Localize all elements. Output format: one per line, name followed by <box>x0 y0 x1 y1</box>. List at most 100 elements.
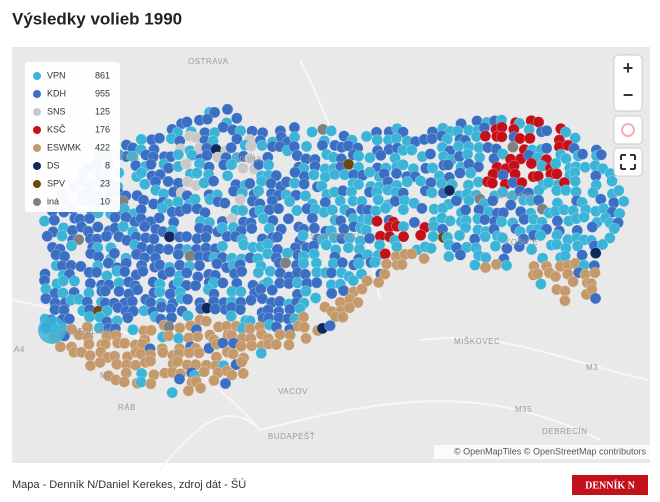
municipality-dot <box>299 190 312 202</box>
municipality-dot <box>219 377 232 390</box>
municipality-dot <box>372 276 385 289</box>
map-label: OSTRAVA <box>188 57 229 66</box>
rotate-button[interactable] <box>613 115 643 145</box>
municipality-dot <box>284 329 297 341</box>
municipality-dot <box>352 296 364 309</box>
municipality-dot <box>347 274 360 287</box>
municipality-dot <box>166 386 178 399</box>
municipality-dot <box>99 285 112 297</box>
municipality-dot <box>297 229 309 242</box>
municipality-dot <box>41 230 54 242</box>
municipality-dot <box>490 258 503 271</box>
municipality-dot <box>162 329 175 342</box>
map-label: DEBRECÍN <box>542 427 587 436</box>
municipality-dot <box>172 248 185 261</box>
legend-count: 955 <box>95 88 110 98</box>
legend-box <box>25 62 120 212</box>
map-label: PREŠOV <box>500 192 537 201</box>
zoom-in[interactable]: + <box>623 58 634 78</box>
municipality-dot <box>219 197 231 209</box>
municipality-dot <box>221 169 234 182</box>
legend-name: SPV <box>47 178 65 188</box>
municipality-dot <box>308 169 320 181</box>
municipality-dot <box>118 376 130 388</box>
municipality-dot <box>211 257 223 270</box>
fullscreen-icon <box>620 154 636 170</box>
municipality-dot <box>406 248 418 260</box>
municipality-dot <box>603 232 616 244</box>
legend-name: ESWMK <box>47 142 81 152</box>
municipality-dot <box>464 167 477 179</box>
municipality-dot <box>408 216 421 229</box>
municipality-dot <box>173 322 186 334</box>
municipality-dot <box>390 132 403 145</box>
municipality-dot <box>525 157 538 170</box>
map-label: M1 <box>100 371 112 380</box>
municipality-dot <box>479 231 492 243</box>
municipality-dot <box>371 215 383 227</box>
municipality-dot <box>39 292 52 305</box>
municipality-dot <box>524 132 536 145</box>
municipality-dot <box>75 260 87 273</box>
municipality-dot <box>231 112 243 124</box>
zoom-out[interactable]: − <box>623 85 634 105</box>
municipality-dot <box>245 140 257 152</box>
municipality-dot <box>173 373 186 385</box>
municipality-dot <box>586 221 599 233</box>
municipality-dot <box>135 167 148 179</box>
municipality-dot <box>496 231 509 244</box>
legend-swatch <box>33 162 41 170</box>
rotate-icon <box>621 123 635 137</box>
municipality-dot <box>181 116 193 128</box>
municipality-dot <box>356 283 368 295</box>
legend-count: 10 <box>100 196 110 206</box>
municipality-dot <box>153 259 166 271</box>
legend-name: VPN <box>47 70 66 80</box>
legend-name: DS <box>47 160 60 170</box>
municipality-dot <box>194 382 207 394</box>
municipality-dot <box>378 268 391 280</box>
municipality-dot <box>461 148 474 160</box>
municipality-dot <box>559 126 572 138</box>
municipality-dot <box>256 292 269 305</box>
municipality-dot <box>274 328 286 341</box>
municipality-dot <box>164 265 176 278</box>
municipality-dot <box>56 230 68 242</box>
legend-count: 23 <box>100 178 110 188</box>
municipality-dot <box>92 221 104 233</box>
municipality-dot <box>589 292 602 305</box>
municipality-dot <box>148 233 160 245</box>
map-label: VACOV <box>278 387 308 396</box>
municipality-dot <box>221 103 234 116</box>
map-label: A4 <box>14 345 25 354</box>
municipality-dot <box>48 214 61 226</box>
municipality-dot <box>245 294 257 307</box>
municipality-dot <box>245 339 258 352</box>
municipality-dot <box>325 287 338 300</box>
municipality-dot <box>369 256 381 269</box>
municipality-dot <box>217 121 229 133</box>
municipality-dot <box>342 158 355 171</box>
municipality-dot <box>363 166 376 178</box>
municipality-dot <box>139 178 151 190</box>
map-labels: OSTRAVA ZLÍN ŽILINA PREŠOV KOŠICE SLOVEN… <box>14 57 598 441</box>
fullscreen-button[interactable] <box>613 147 643 177</box>
municipality-dot <box>156 202 169 214</box>
municipality-dot <box>193 259 206 272</box>
municipality-dot <box>427 230 439 243</box>
municipality-dot <box>559 294 571 307</box>
municipality-dot <box>414 229 427 241</box>
municipality-dot <box>94 356 106 369</box>
legend-swatch <box>33 126 41 134</box>
municipality-dot <box>549 157 562 170</box>
bratislava-dot <box>38 316 66 344</box>
municipality-dot <box>118 337 131 350</box>
map-label: MIŠKOVEC <box>454 337 500 346</box>
municipality-dot <box>328 168 341 181</box>
municipality-dot <box>208 106 221 119</box>
municipality-dot <box>401 176 414 188</box>
municipality-dot <box>534 229 547 242</box>
municipality-dot <box>379 248 392 260</box>
municipality-dot <box>309 292 322 304</box>
municipality-dot <box>608 222 621 235</box>
